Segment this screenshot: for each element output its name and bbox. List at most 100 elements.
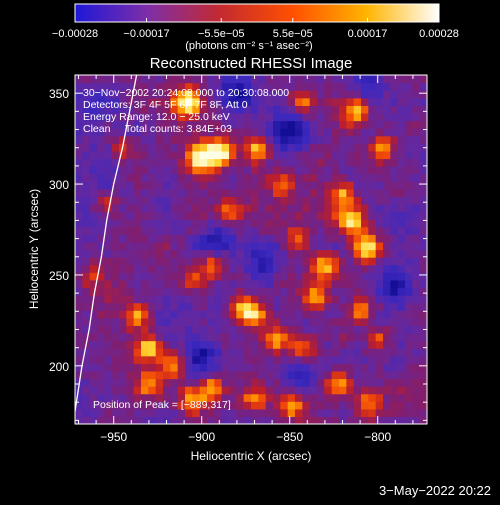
heatmap-cell: [302, 105, 311, 114]
heatmap-cell: [82, 302, 91, 311]
heatmap-cell: [199, 82, 208, 91]
heatmap-cell: [214, 279, 223, 289]
heatmap-cell: [89, 416, 98, 424]
heatmap-cell: [339, 264, 347, 273]
heatmap-cell: [192, 302, 201, 311]
heatmap-cell: [258, 325, 267, 334]
heatmap-cell: [185, 188, 193, 197]
heatmap-cell: [141, 188, 149, 197]
heatmap-cell: [170, 257, 179, 266]
y-tick-label: 250: [49, 269, 69, 283]
heatmap-cell: [309, 128, 318, 137]
heatmap-cell: [280, 378, 289, 387]
heatmap-cell: [133, 226, 142, 235]
heatmap-cell: [192, 173, 201, 182]
heatmap-cell: [236, 363, 245, 372]
heatmap-cell: [199, 105, 208, 114]
heatmap-cell: [375, 401, 384, 410]
heatmap-cell: [280, 135, 289, 144]
heatmap-cell: [199, 279, 208, 289]
heatmap-cell: [295, 105, 303, 114]
heatmap-cell: [229, 196, 237, 205]
heatmap-cell: [339, 386, 347, 395]
heatmap-cell: [155, 408, 164, 418]
heatmap-cell: [375, 378, 384, 387]
heatmap-cell: [317, 332, 325, 342]
heatmap-cell: [309, 226, 318, 235]
heatmap-cell: [295, 166, 303, 175]
heatmap-cell: [368, 196, 377, 205]
heatmap-cell: [214, 105, 223, 114]
heatmap-cell: [243, 295, 252, 304]
heatmap-cell: [324, 234, 333, 243]
heatmap-cell: [397, 332, 406, 342]
heatmap-cell: [89, 90, 98, 99]
heatmap-cell: [324, 272, 333, 281]
heatmap-cell: [243, 173, 252, 182]
heatmap-cell: [397, 408, 406, 418]
heatmap-cell: [192, 120, 201, 129]
heatmap-cell: [258, 393, 267, 402]
heatmap-cell: [148, 393, 157, 402]
heatmap-cell: [170, 348, 179, 357]
heatmap-cell: [199, 196, 208, 205]
heatmap-cell: [207, 150, 215, 160]
heatmap-cell: [229, 325, 237, 334]
heatmap-cell: [368, 279, 377, 289]
heatmap-cell: [412, 75, 421, 84]
heatmap-cell: [214, 219, 223, 228]
heatmap-cell: [243, 158, 252, 167]
heatmap-cell: [214, 287, 223, 296]
heatmap-cell: [111, 317, 120, 326]
heatmap-cell: [163, 181, 171, 190]
heatmap-cell: [89, 203, 98, 213]
heatmap-cell: [236, 90, 245, 99]
heatmap-cell: [111, 310, 120, 319]
heatmap-cell: [82, 287, 91, 296]
heatmap-cell: [177, 196, 186, 205]
heatmap-cell: [82, 173, 91, 182]
heatmap-cell: [170, 355, 179, 364]
heatmap-cell: [383, 173, 391, 182]
heatmap-cell: [309, 287, 318, 296]
heatmap-cell: [383, 310, 391, 319]
heatmap-cell: [119, 128, 127, 137]
heatmap-cell: [177, 181, 186, 190]
heatmap-cell: [280, 325, 289, 334]
heatmap-cell: [243, 90, 252, 99]
heatmap-cell: [243, 317, 252, 326]
heatmap-cell: [221, 112, 230, 122]
heatmap-cell: [324, 264, 333, 273]
heatmap-cell: [390, 355, 399, 364]
heatmap-cell: [368, 378, 377, 387]
heatmap-cell: [214, 188, 223, 197]
heatmap-cell: [383, 264, 391, 273]
heatmap-cell: [265, 340, 274, 349]
heatmap-cell: [177, 158, 186, 167]
heatmap-cell: [383, 150, 391, 160]
colorbar-tick-label: 0.00028: [419, 28, 459, 40]
heatmap-cell: [75, 188, 83, 197]
heatmap-cell: [75, 211, 83, 220]
heatmap-cell: [185, 302, 193, 311]
heatmap-cell: [361, 97, 369, 106]
heatmap-cell: [361, 90, 369, 99]
heatmap-cell: [339, 158, 347, 167]
heatmap-cell: [207, 82, 215, 91]
heatmap-cell: [75, 75, 83, 84]
heatmap-cell: [317, 378, 325, 387]
heatmap-cell: [185, 135, 193, 144]
heatmap-cell: [104, 378, 113, 387]
heatmap-cell: [361, 325, 369, 334]
heatmap-cell: [214, 355, 223, 364]
heatmap-cell: [295, 408, 303, 418]
heatmap-cell: [397, 348, 406, 357]
heatmap-cell: [214, 203, 223, 213]
heatmap-cell: [170, 234, 179, 243]
heatmap-cell: [97, 143, 105, 152]
heatmap-cell: [353, 203, 362, 213]
heatmap-cell: [295, 181, 303, 190]
heatmap-cell: [353, 408, 362, 418]
heatmap-cell: [309, 249, 318, 258]
heatmap-cell: [361, 332, 369, 342]
